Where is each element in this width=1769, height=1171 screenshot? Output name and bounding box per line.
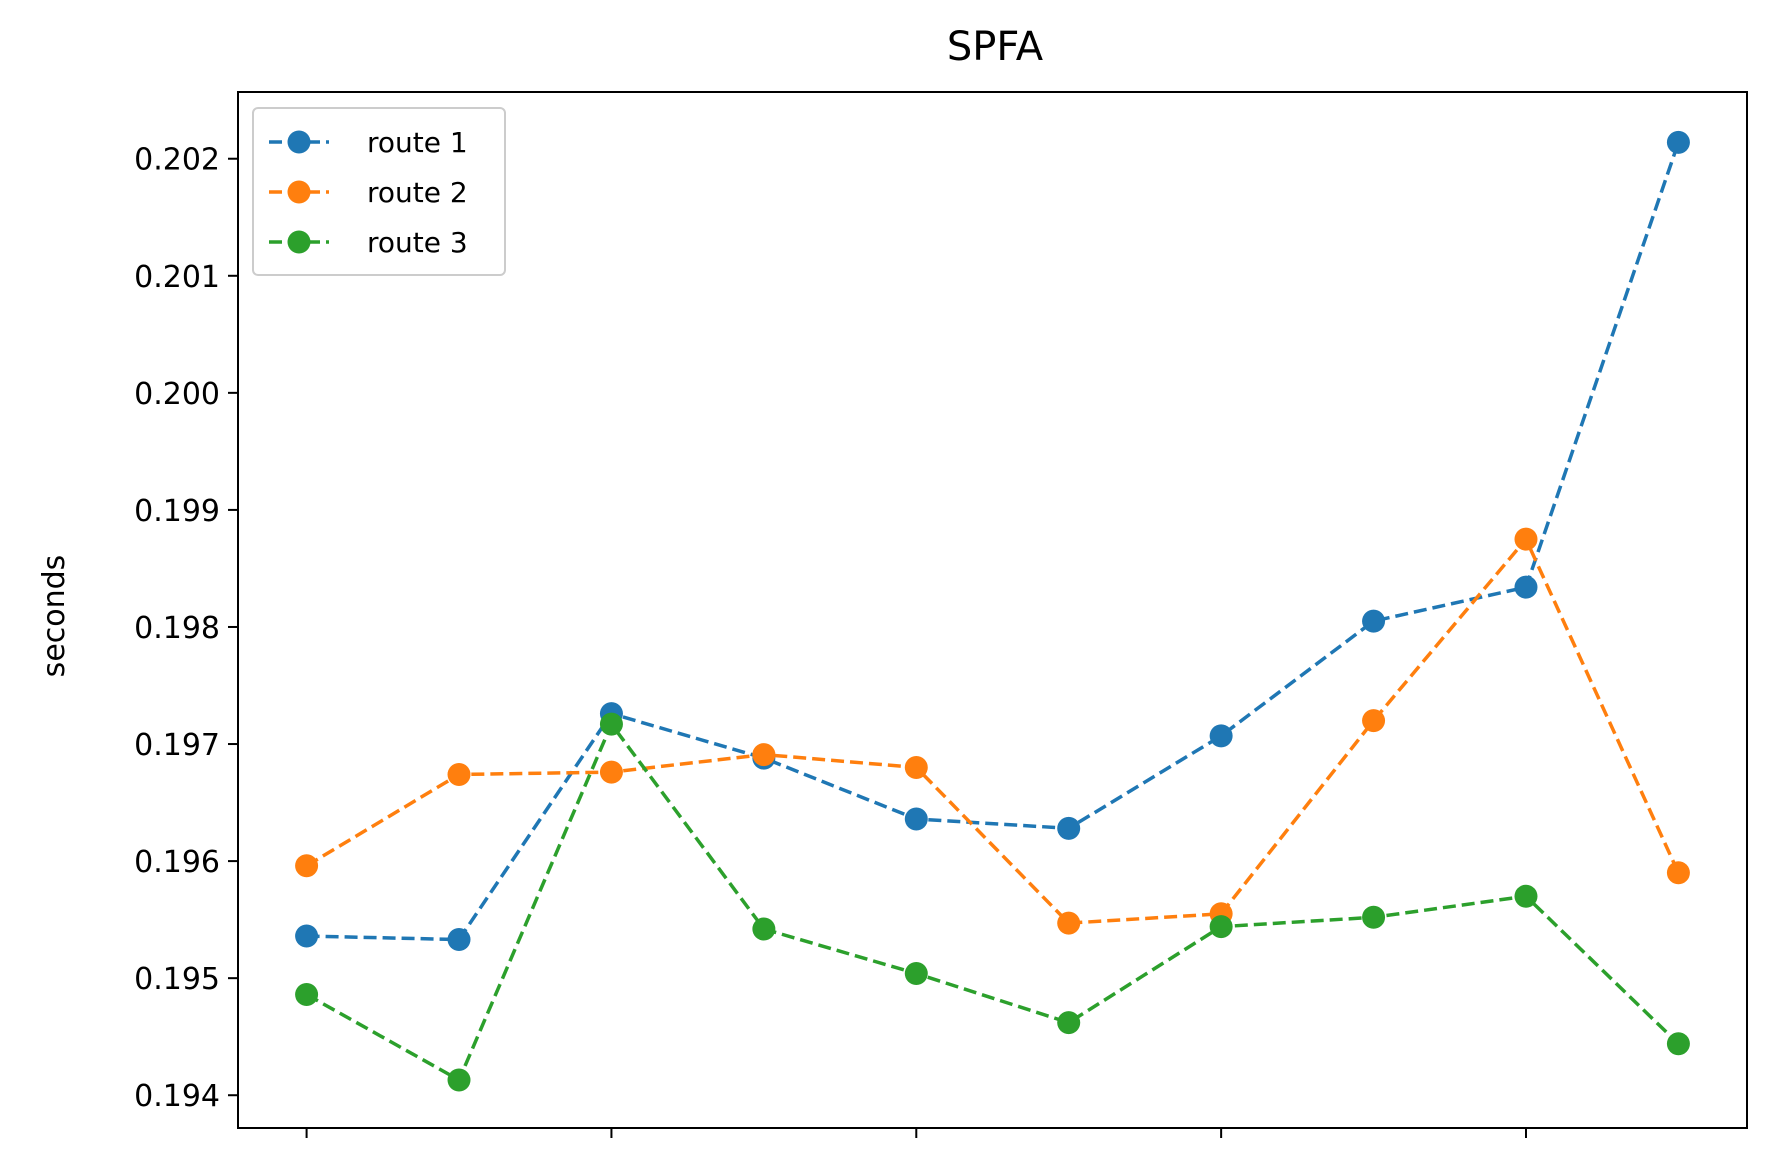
data-point-route-2 [1514, 527, 1538, 551]
data-point-route-2 [295, 854, 319, 878]
plot-frame [237, 91, 1748, 1129]
data-point-route-2 [599, 760, 623, 784]
y-tick-label: 0.202 [134, 143, 220, 178]
data-point-route-3 [1666, 1032, 1690, 1056]
data-point-route-2 [1666, 861, 1690, 885]
y-tick-label: 0.197 [134, 728, 220, 763]
legend-box [252, 107, 506, 276]
series-line-route-3 [305, 720, 1680, 1083]
y-tick-label: 0.198 [134, 611, 220, 646]
legend-label-route-3: route 3 [367, 226, 468, 259]
data-point-route-1 [1666, 130, 1690, 154]
legend-label-route-1: route 1 [367, 126, 468, 159]
data-point-route-3 [1057, 1011, 1081, 1035]
data-point-route-3 [904, 961, 928, 985]
data-point-route-1 [1209, 724, 1233, 748]
data-point-route-3 [1362, 905, 1386, 929]
data-point-route-2 [752, 743, 776, 767]
data-point-route-3 [1514, 884, 1538, 908]
series-line-route-2 [305, 535, 1681, 925]
legend-label-route-2: route 2 [367, 176, 468, 209]
data-point-route-1 [904, 807, 928, 831]
data-point-route-1 [447, 928, 471, 952]
legend-marker-route-2 [287, 180, 311, 204]
legend-marker-route-1 [287, 130, 311, 154]
data-point-route-3 [447, 1068, 471, 1092]
data-point-route-2 [1362, 709, 1386, 733]
legend-marker-route-3 [287, 230, 311, 254]
y-tick-label: 0.199 [134, 494, 220, 529]
data-point-route-1 [295, 924, 319, 948]
y-tick-label: 0.195 [134, 962, 220, 997]
data-point-route-3 [599, 712, 623, 736]
series-line-route-1 [306, 141, 1681, 942]
data-point-route-1 [1514, 575, 1538, 599]
data-point-route-1 [1057, 816, 1081, 840]
y-tick-label: 0.200 [134, 377, 220, 412]
y-tick-label: 0.201 [134, 260, 220, 295]
y-axis-label: seconds [37, 555, 72, 678]
data-point-route-3 [295, 983, 319, 1007]
y-tick-label: 0.196 [134, 845, 220, 880]
data-point-route-3 [752, 917, 776, 941]
data-point-route-1 [1362, 609, 1386, 633]
data-point-route-2 [904, 755, 928, 779]
data-point-route-3 [1209, 915, 1233, 939]
chart-title: SPFA [947, 24, 1044, 70]
data-point-route-2 [1057, 911, 1081, 935]
data-point-route-2 [447, 762, 471, 786]
y-tick-label: 0.194 [134, 1079, 220, 1114]
